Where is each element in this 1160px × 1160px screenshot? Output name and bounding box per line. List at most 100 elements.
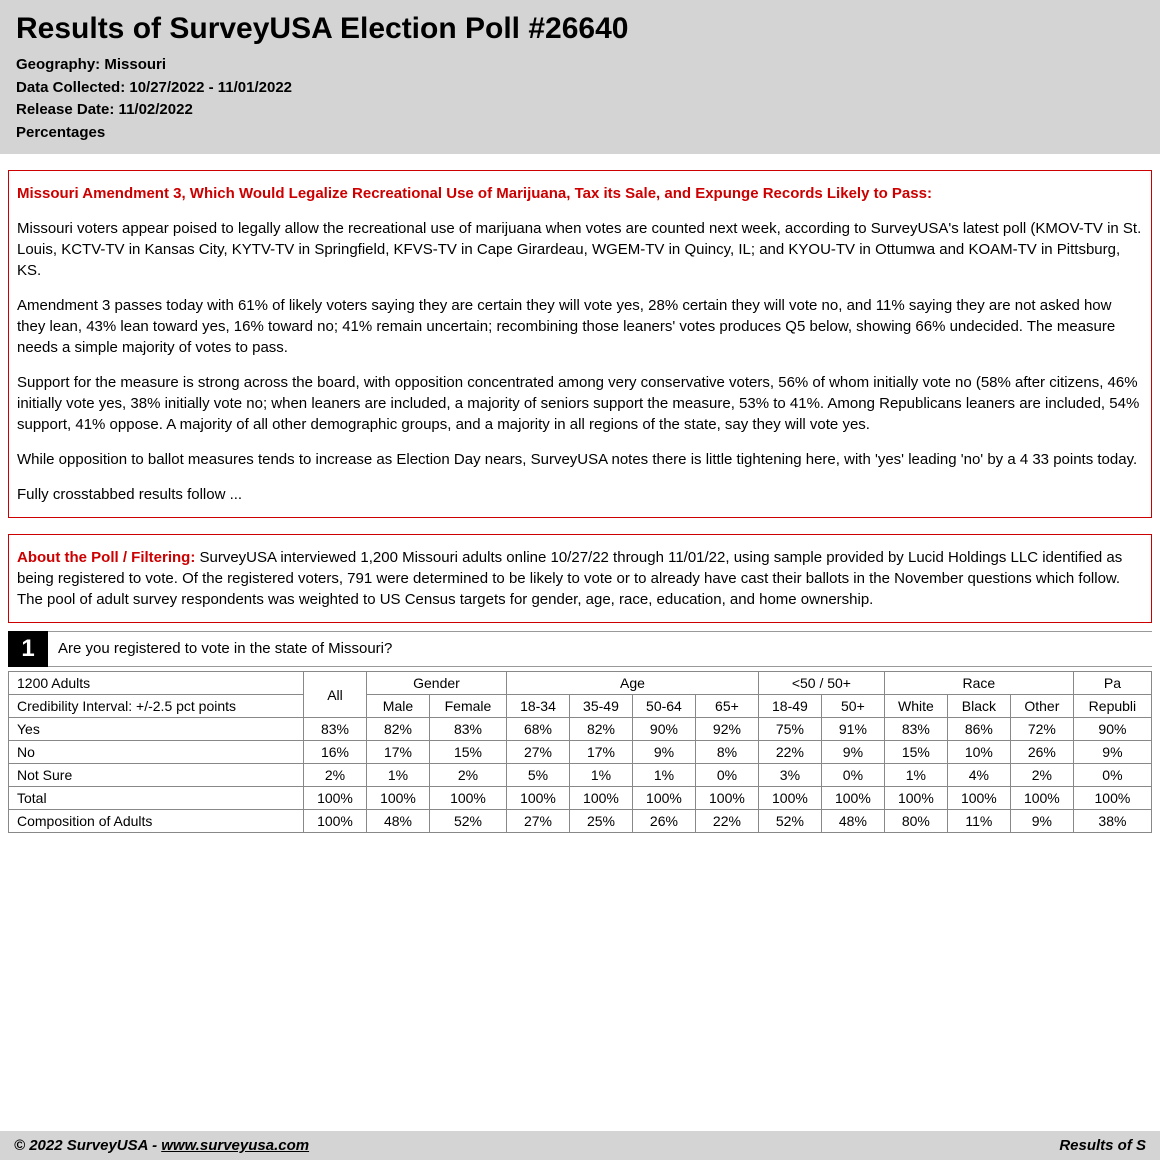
cell: 9% xyxy=(632,741,695,764)
credibility-interval: Credibility Interval: +/-2.5 pct points xyxy=(9,695,304,718)
cell: 0% xyxy=(695,764,758,787)
cell: 52% xyxy=(758,810,821,833)
cell: 0% xyxy=(821,764,884,787)
sub-header: 50+ xyxy=(821,695,884,718)
cell: 9% xyxy=(821,741,884,764)
header-row-2: Credibility Interval: +/-2.5 pct points … xyxy=(9,695,1152,718)
cell: 26% xyxy=(632,810,695,833)
cell: 90% xyxy=(1073,718,1151,741)
sub-header: Republi xyxy=(1073,695,1151,718)
sub-header: Black xyxy=(947,695,1010,718)
summary-box: Missouri Amendment 3, Which Would Legali… xyxy=(8,170,1152,518)
footer: © 2022 SurveyUSA - www.surveyusa.com Res… xyxy=(0,1131,1160,1160)
sub-header: 35-49 xyxy=(569,695,632,718)
sub-header: 50-64 xyxy=(632,695,695,718)
cell: 15% xyxy=(429,741,506,764)
cell: 100% xyxy=(758,787,821,810)
row-label: Yes xyxy=(9,718,304,741)
cell: 100% xyxy=(429,787,506,810)
cell: 1% xyxy=(366,764,429,787)
cell: 100% xyxy=(569,787,632,810)
cell: 5% xyxy=(506,764,569,787)
cell: 25% xyxy=(569,810,632,833)
cell: 48% xyxy=(366,810,429,833)
table-row: Composition of Adults100%48%52%27%25%26%… xyxy=(9,810,1152,833)
cell: 2% xyxy=(304,764,367,787)
copyright: © 2022 SurveyUSA - xyxy=(14,1137,161,1154)
cell: 22% xyxy=(758,741,821,764)
cell: 86% xyxy=(947,718,1010,741)
question-header: 1 Are you registered to vote in the stat… xyxy=(8,631,1152,667)
cell: 2% xyxy=(429,764,506,787)
cell: 82% xyxy=(569,718,632,741)
page-title: Results of SurveyUSA Election Poll #2664… xyxy=(16,12,1144,46)
sample-size: 1200 Adults xyxy=(9,672,304,695)
col-age: Age xyxy=(506,672,758,695)
summary-p3: Support for the measure is strong across… xyxy=(17,372,1143,435)
footer-link[interactable]: www.surveyusa.com xyxy=(161,1137,309,1154)
cell: 0% xyxy=(1073,764,1151,787)
cell: 100% xyxy=(632,787,695,810)
cell: 100% xyxy=(695,787,758,810)
table-row: Not Sure2%1%2%5%1%1%0%3%0%1%4%2%0% xyxy=(9,764,1152,787)
row-label: Not Sure xyxy=(9,764,304,787)
row-label: No xyxy=(9,741,304,764)
cell: 100% xyxy=(821,787,884,810)
table-row: Total100%100%100%100%100%100%100%100%100… xyxy=(9,787,1152,810)
cell: 100% xyxy=(947,787,1010,810)
col-party: Pa xyxy=(1073,672,1151,695)
col-gender: Gender xyxy=(366,672,506,695)
cell: 82% xyxy=(366,718,429,741)
cell: 16% xyxy=(304,741,367,764)
cell: 27% xyxy=(506,741,569,764)
cell: 83% xyxy=(429,718,506,741)
cell: 100% xyxy=(1010,787,1073,810)
sub-header: 18-34 xyxy=(506,695,569,718)
col-all: All xyxy=(304,672,367,718)
cell: 100% xyxy=(884,787,947,810)
cell: 80% xyxy=(884,810,947,833)
cell: 8% xyxy=(695,741,758,764)
cell: 2% xyxy=(1010,764,1073,787)
cell: 9% xyxy=(1073,741,1151,764)
cell: 9% xyxy=(1010,810,1073,833)
meta-collected: Data Collected: 10/27/2022 - 11/01/2022 xyxy=(16,77,1144,100)
header-block: Results of SurveyUSA Election Poll #2664… xyxy=(0,0,1160,154)
summary-p2: Amendment 3 passes today with 61% of lik… xyxy=(17,295,1143,358)
question-number: 1 xyxy=(8,631,48,667)
meta-percentages: Percentages xyxy=(16,122,1144,145)
cell: 83% xyxy=(884,718,947,741)
cell: 100% xyxy=(366,787,429,810)
question-text: Are you registered to vote in the state … xyxy=(48,631,1152,667)
cell: 10% xyxy=(947,741,1010,764)
cell: 52% xyxy=(429,810,506,833)
sub-header: White xyxy=(884,695,947,718)
col-agesplit: <50 / 50+ xyxy=(758,672,884,695)
footer-left: © 2022 SurveyUSA - www.surveyusa.com xyxy=(14,1137,309,1154)
sub-header: Female xyxy=(429,695,506,718)
cell: 100% xyxy=(304,810,367,833)
cell: 1% xyxy=(884,764,947,787)
cell: 100% xyxy=(1073,787,1151,810)
cell: 75% xyxy=(758,718,821,741)
cell: 1% xyxy=(632,764,695,787)
question-1: 1 Are you registered to vote in the stat… xyxy=(8,631,1152,833)
summary-p1: Missouri voters appear poised to legally… xyxy=(17,218,1143,281)
cell: 15% xyxy=(884,741,947,764)
cell: 4% xyxy=(947,764,1010,787)
table-row: Yes83%82%83%68%82%90%92%75%91%83%86%72%9… xyxy=(9,718,1152,741)
col-race: Race xyxy=(884,672,1073,695)
footer-right: Results of S xyxy=(1059,1137,1146,1154)
cell: 83% xyxy=(304,718,367,741)
row-label: Composition of Adults xyxy=(9,810,304,833)
cell: 91% xyxy=(821,718,884,741)
meta-release: Release Date: 11/02/2022 xyxy=(16,99,1144,122)
summary-p5: Fully crosstabbed results follow ... xyxy=(17,484,1143,505)
table-row: No16%17%15%27%17%9%8%22%9%15%10%26%9% xyxy=(9,741,1152,764)
cell: 100% xyxy=(304,787,367,810)
cell: 92% xyxy=(695,718,758,741)
cell: 22% xyxy=(695,810,758,833)
meta-geography: Geography: Missouri xyxy=(16,54,1144,77)
cell: 38% xyxy=(1073,810,1151,833)
sub-header: Male xyxy=(366,695,429,718)
